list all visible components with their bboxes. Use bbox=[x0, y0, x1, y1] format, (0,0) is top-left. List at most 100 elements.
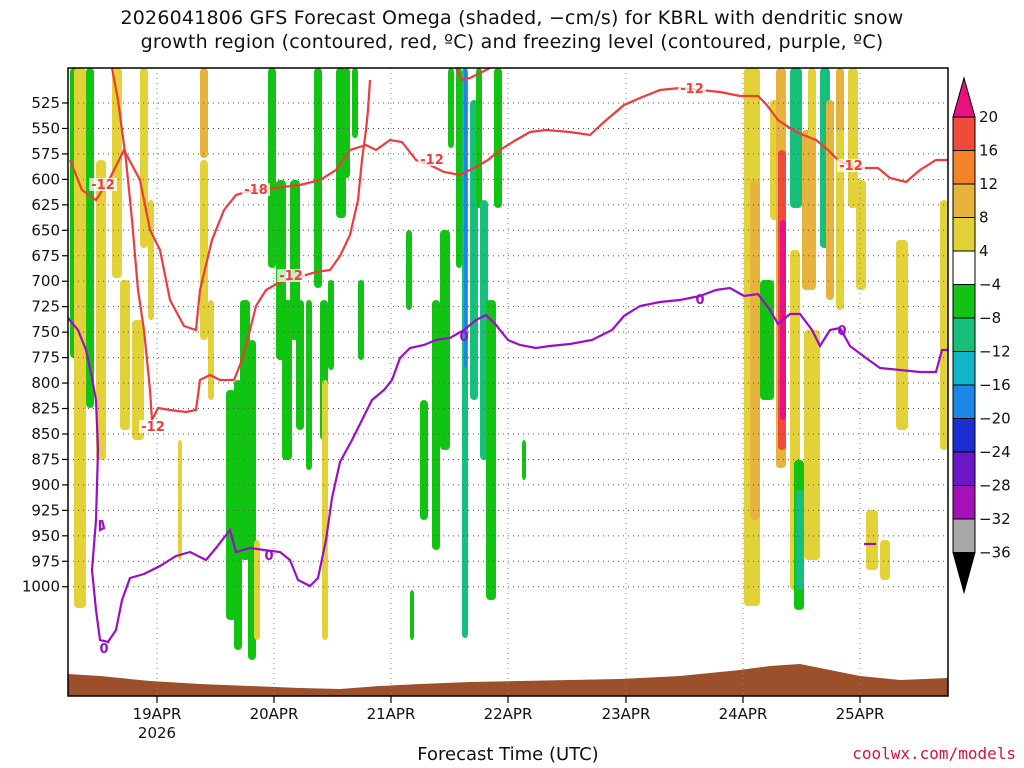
colorbar-segment bbox=[952, 518, 976, 553]
omega-shading-cell bbox=[112, 68, 122, 278]
y-tick-label: 625 bbox=[31, 196, 60, 214]
freezing-level-contour bbox=[68, 286, 948, 644]
colorbar-label: 16 bbox=[979, 142, 998, 160]
omega-shading-cell bbox=[826, 100, 834, 300]
site-credit[interactable]: coolwx.com/models bbox=[852, 744, 1016, 763]
dgz-contour-label: -12 bbox=[420, 153, 444, 168]
y-tick-label: 725 bbox=[31, 298, 60, 316]
omega-shading-cell bbox=[766, 300, 774, 380]
x-tick-label: 20APR bbox=[250, 705, 299, 723]
omega-shading-cell bbox=[336, 68, 346, 218]
omega-shading-cell bbox=[790, 68, 802, 208]
colorbar-segment bbox=[952, 451, 976, 486]
omega-shading-cell bbox=[296, 300, 304, 430]
y-tick-label: 900 bbox=[31, 476, 60, 494]
freezing-level-label: 0 bbox=[837, 324, 846, 339]
omega-shading-cell bbox=[200, 160, 208, 340]
omega-shading-cell bbox=[240, 300, 250, 560]
x-tick-label: 25APR bbox=[836, 705, 885, 723]
omega-shading-cell bbox=[314, 68, 322, 288]
colorbar-segment bbox=[952, 250, 976, 285]
colorbar-label: 4 bbox=[979, 242, 989, 260]
x-tick-label: 19APR bbox=[133, 705, 182, 723]
dgz-contour-label: -12 bbox=[680, 82, 704, 97]
colorbar-segment bbox=[952, 351, 976, 386]
omega-shading-cell bbox=[848, 68, 858, 208]
x-tick-label: 23APR bbox=[602, 705, 651, 723]
chart-title-line-2: growth region (contoured, red, ºC) and f… bbox=[140, 31, 884, 53]
omega-shading-cell bbox=[940, 200, 948, 450]
dgz-label-bg bbox=[139, 420, 167, 433]
omega-shading-cell bbox=[836, 130, 844, 310]
dgz-label-bg bbox=[89, 178, 117, 191]
omega-shading-cell bbox=[268, 68, 276, 268]
y-tick-label: 825 bbox=[31, 400, 60, 418]
omega-shading-cell bbox=[456, 68, 462, 268]
chart-title-line-1: 2026041806 GFS Forecast Omega (shaded, −… bbox=[120, 7, 904, 29]
y-tick-label: 600 bbox=[31, 170, 60, 188]
dgz-contour-label: -18 bbox=[244, 183, 268, 198]
omega-shading-cell bbox=[178, 440, 182, 560]
dgz-label-bg bbox=[242, 183, 270, 196]
omega-shading-cell bbox=[432, 300, 440, 550]
x-axis-label: Forecast Time (UTC) bbox=[417, 744, 599, 765]
y-tick-label: 1000 bbox=[22, 578, 60, 596]
y-tick-label: 675 bbox=[31, 247, 60, 265]
colorbar-segment bbox=[952, 485, 976, 520]
colorbar-segment bbox=[952, 284, 976, 319]
colorbar-label: −32 bbox=[979, 510, 1011, 528]
omega-shading-cell bbox=[328, 280, 334, 370]
y-tick-label: 750 bbox=[31, 323, 60, 341]
y-tick-label: 550 bbox=[31, 119, 60, 137]
y-tick-label: 775 bbox=[31, 349, 60, 367]
omega-shading-cell bbox=[74, 68, 86, 608]
y-tick-label: 800 bbox=[31, 374, 60, 392]
omega-shading-cell bbox=[322, 380, 328, 640]
colorbar-label: 12 bbox=[979, 175, 998, 193]
colorbar-label: −8 bbox=[979, 309, 1001, 327]
omega-shading-cell bbox=[440, 230, 450, 450]
colorbar-label: −4 bbox=[979, 276, 1001, 294]
omega-shading-cell bbox=[358, 280, 364, 360]
colorbar-segment bbox=[952, 116, 976, 151]
omega-shading-cell bbox=[148, 200, 154, 320]
colorbar-segment bbox=[952, 418, 976, 453]
colorbar-segment bbox=[952, 183, 976, 218]
y-tick-label: 575 bbox=[31, 145, 60, 163]
y-tick-label: 925 bbox=[31, 501, 60, 519]
x-tick-label: 22APR bbox=[484, 705, 533, 723]
colorbar-label: −20 bbox=[979, 410, 1011, 428]
dgz-label-bg bbox=[678, 82, 706, 95]
omega-shading-cell bbox=[86, 68, 94, 408]
omega-shading-cell bbox=[856, 180, 866, 290]
colorbar-label: 20 bbox=[979, 108, 998, 126]
freezing-level-label: 0 bbox=[264, 549, 273, 564]
omega-shading-cell bbox=[226, 390, 236, 620]
y-tick-label: 950 bbox=[31, 527, 60, 545]
omega-shading-cell bbox=[132, 320, 144, 440]
colorbar-top-arrow bbox=[952, 76, 976, 118]
omega-shading-cell bbox=[200, 68, 208, 158]
y-tick-label: 875 bbox=[31, 450, 60, 468]
y-tick-label: 700 bbox=[31, 272, 60, 290]
omega-shading-cell bbox=[420, 400, 428, 520]
colorbar-bottom-arrow bbox=[952, 552, 976, 595]
omega-shading-cell bbox=[522, 440, 526, 480]
dgz-label-bg bbox=[837, 159, 865, 172]
y-tick-label: 975 bbox=[31, 552, 60, 570]
colorbar-label: −36 bbox=[979, 544, 1011, 562]
dgz-contour-label: -12 bbox=[839, 159, 863, 174]
omega-shading-cell bbox=[464, 68, 467, 368]
omega-shading-cell bbox=[208, 300, 214, 400]
freezing-level-label: 0 bbox=[99, 642, 108, 657]
y-tick-label: 650 bbox=[31, 221, 60, 239]
x-tick-label: 21APR bbox=[367, 705, 416, 723]
y-tick-label: 850 bbox=[31, 425, 60, 443]
terrain bbox=[68, 664, 948, 696]
colorbar-label: −28 bbox=[979, 477, 1011, 495]
dgz-contour bbox=[455, 68, 491, 82]
x-tick-label: 24APR bbox=[719, 705, 768, 723]
colorbar-label: −16 bbox=[979, 376, 1011, 394]
omega-shading-cell bbox=[410, 590, 414, 640]
